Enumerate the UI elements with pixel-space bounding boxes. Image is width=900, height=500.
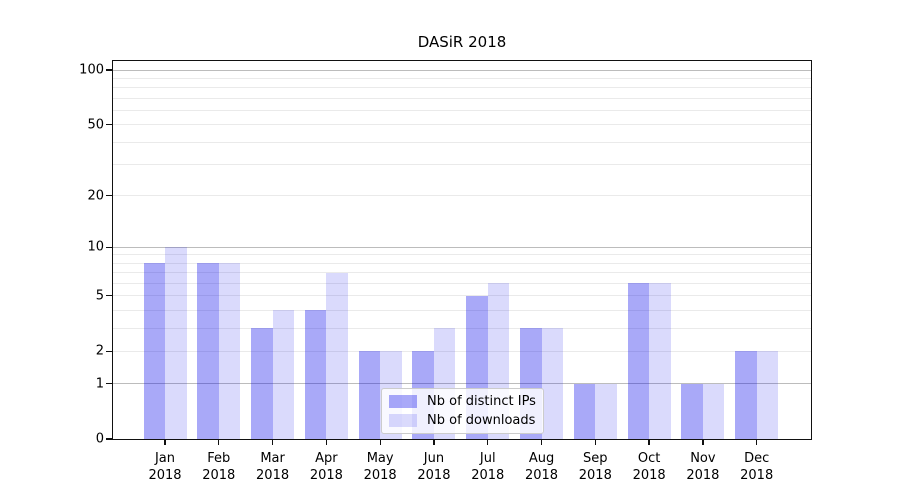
x-tick-mark xyxy=(648,440,650,445)
legend-item-distinct-ips: Nb of distinct IPs xyxy=(389,394,536,409)
bar-downloads xyxy=(218,263,241,439)
gridline-minor xyxy=(113,327,811,329)
y-tick-label: 1 xyxy=(95,376,104,392)
gridline-minor xyxy=(113,350,811,352)
y-tick-label: 100 xyxy=(79,62,104,78)
y-tick-mark xyxy=(106,295,112,297)
bar-downloads xyxy=(649,283,671,439)
gridline-minor xyxy=(113,272,811,274)
y-tick-mark xyxy=(106,246,112,248)
bars-layer xyxy=(113,61,811,439)
gridline-major xyxy=(113,383,811,385)
x-tick-label: May 2018 xyxy=(363,451,397,483)
gridline-major xyxy=(113,246,811,248)
x-tick-mark xyxy=(379,440,381,445)
x-tick-mark xyxy=(702,440,704,445)
bar-downloads xyxy=(756,351,779,439)
bar-distinct-ips xyxy=(358,351,381,439)
chart-title: DASiR 2018 xyxy=(417,33,507,51)
bar-distinct-ips xyxy=(573,383,596,439)
bar-distinct-ips xyxy=(627,283,650,439)
grid-layer xyxy=(113,61,811,439)
x-tick-mark xyxy=(540,440,543,445)
bar-downloads xyxy=(326,272,348,439)
legend-item-downloads: Nb of downloads xyxy=(389,413,536,428)
gridline-minor xyxy=(113,195,811,197)
x-tick-label: Dec 2018 xyxy=(740,451,774,483)
x-tick-mark xyxy=(594,440,596,445)
y-tick-mark xyxy=(106,69,112,71)
bar-downloads xyxy=(272,310,295,439)
y-tick-label: 20 xyxy=(87,188,104,204)
legend: Nb of distinct IPs Nb of downloads xyxy=(381,388,544,434)
bar-downloads xyxy=(702,383,725,439)
gridline-minor xyxy=(113,309,811,311)
gridline-minor xyxy=(113,262,811,264)
gridline-minor xyxy=(113,282,811,284)
plot-area xyxy=(113,61,811,439)
x-tick-label: Sep 2018 xyxy=(578,451,612,483)
y-tick-label: 0 xyxy=(95,431,104,447)
x-tick-mark xyxy=(756,440,758,445)
bar-distinct-ips xyxy=(197,263,219,439)
x-tick-label: Jun 2018 xyxy=(417,451,451,483)
bar-distinct-ips xyxy=(304,310,327,439)
y-tick-label: 5 xyxy=(95,288,104,304)
legend-swatch-distinct-ips xyxy=(389,395,417,409)
bar-distinct-ips xyxy=(681,383,703,439)
x-tick-label: Jan 2018 xyxy=(148,451,182,483)
y-tick-mark xyxy=(106,123,112,126)
bar-downloads xyxy=(595,383,617,439)
x-tick-label: Oct 2018 xyxy=(632,451,666,483)
gridline-minor xyxy=(113,87,811,89)
gridline-minor xyxy=(113,295,811,297)
x-tick-label: Apr 2018 xyxy=(309,451,343,483)
x-tick-mark xyxy=(487,440,489,445)
gridline-major xyxy=(113,69,811,71)
legend-label-downloads: Nb of downloads xyxy=(427,412,536,428)
y-tick-mark xyxy=(106,194,112,197)
x-tick-mark xyxy=(164,440,166,445)
gridline-minor xyxy=(113,97,811,99)
bar-downloads xyxy=(165,247,187,439)
x-tick-label: Nov 2018 xyxy=(686,451,720,483)
bar-downloads xyxy=(541,328,564,439)
gridline-minor xyxy=(113,254,811,256)
legend-swatch-downloads xyxy=(389,413,417,427)
x-tick-label: Aug 2018 xyxy=(524,451,559,483)
x-tick-mark xyxy=(271,440,274,445)
x-tick-mark xyxy=(433,440,435,445)
x-tick-mark xyxy=(218,440,220,445)
x-tick-label: Feb 2018 xyxy=(202,451,236,483)
bar-distinct-ips xyxy=(251,328,273,439)
gridline-minor xyxy=(113,141,811,143)
gridline-minor xyxy=(113,163,811,165)
y-tick-label: 2 xyxy=(95,343,104,359)
x-tick-label: Jul 2018 xyxy=(471,451,505,483)
y-tick-mark xyxy=(106,382,112,385)
x-tick-label: Mar 2018 xyxy=(256,451,290,483)
gridline-minor xyxy=(113,109,811,111)
y-tick-label: 10 xyxy=(87,239,104,255)
y-tick-label: 50 xyxy=(87,117,104,133)
y-tick-mark xyxy=(106,438,112,440)
gridline-minor xyxy=(113,77,811,79)
bar-distinct-ips xyxy=(735,351,757,439)
gridline-minor xyxy=(113,124,811,126)
y-tick-mark xyxy=(106,350,112,352)
legend-label-distinct-ips: Nb of distinct IPs xyxy=(427,394,536,410)
bar-distinct-ips xyxy=(143,263,165,439)
x-tick-mark xyxy=(325,440,328,445)
